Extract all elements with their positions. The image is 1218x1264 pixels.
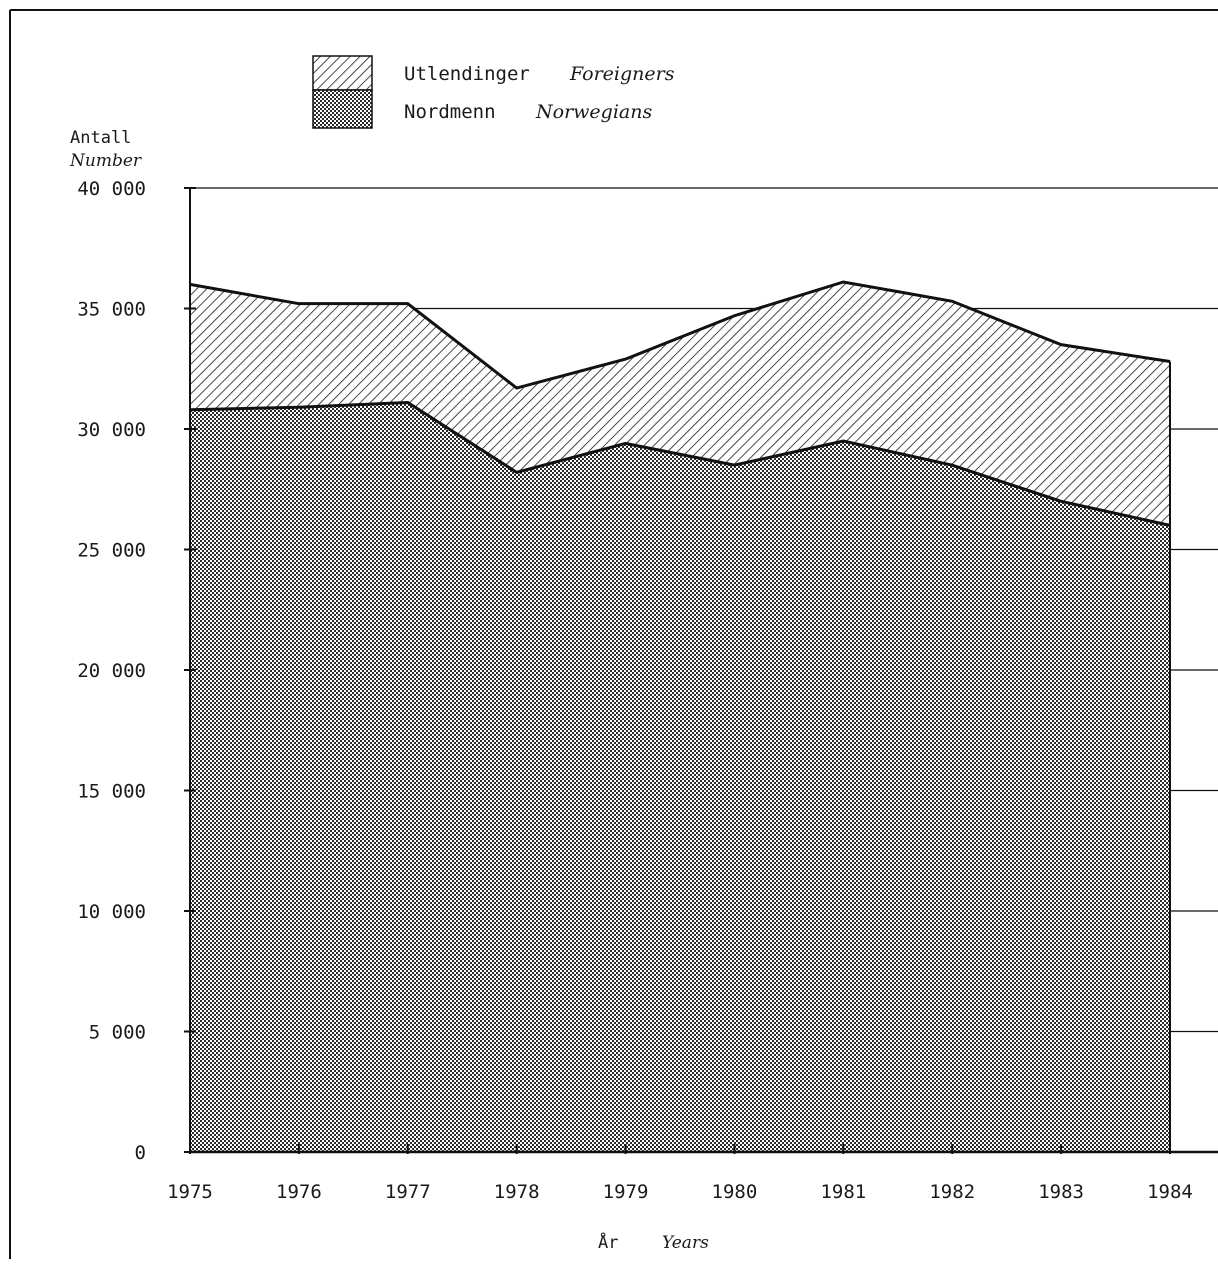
x-tick-label: 1977 bbox=[385, 1181, 431, 1203]
legend-label-foreigners: Utlendinger bbox=[404, 63, 530, 85]
x-tick-label: 1980 bbox=[712, 1181, 758, 1203]
y-tick-label: 35 000 bbox=[77, 299, 146, 321]
line-total-top bbox=[189, 280, 1171, 390]
area-layer bbox=[189, 280, 1171, 1152]
x-tick-label: 1983 bbox=[1038, 1181, 1084, 1203]
legend-swatch-foreigners bbox=[312, 55, 373, 91]
legend-label-norwegians-en: Norwegians bbox=[535, 101, 652, 123]
x-tick-label: 1981 bbox=[820, 1181, 866, 1203]
y-tick-label: 30 000 bbox=[77, 419, 146, 441]
y-axis-title: Antall bbox=[70, 128, 131, 148]
legend: Utlendinger Foreigners Nordmenn Norwegia… bbox=[312, 55, 675, 129]
y-tick-label: 5 000 bbox=[89, 1022, 146, 1044]
axes bbox=[184, 187, 1218, 1154]
x-tick-label: 1984 bbox=[1147, 1181, 1193, 1203]
y-axis-title-en: Number bbox=[69, 151, 142, 171]
legend-label-foreigners-en: Foreigners bbox=[569, 63, 675, 85]
x-tick-label: 1975 bbox=[167, 1181, 213, 1203]
tick-labels: 0 5 000 10 000 15 000 20 000 25 000 30 000 35 0… bbox=[77, 178, 1193, 1203]
y-tick-label: 25 000 bbox=[77, 540, 146, 562]
x-axis-title-en: Years bbox=[662, 1233, 709, 1253]
area-norwegians bbox=[190, 402, 1170, 1152]
y-tick-label: 20 000 bbox=[77, 660, 146, 682]
x-tick-label: 1979 bbox=[603, 1181, 649, 1203]
x-tick-label: 1978 bbox=[494, 1181, 540, 1203]
area-foreigners bbox=[190, 281, 1170, 526]
legend-swatch-norwegians bbox=[312, 89, 373, 129]
x-tick-label: 1982 bbox=[929, 1181, 975, 1203]
y-tick-label: 40 000 bbox=[77, 178, 146, 200]
y-tick-label: 10 000 bbox=[77, 901, 146, 923]
y-tick-label: 0 bbox=[135, 1142, 146, 1164]
legend-label-norwegians: Nordmenn bbox=[404, 101, 496, 123]
x-tick-label: 1976 bbox=[276, 1181, 322, 1203]
x-axis-title: År bbox=[598, 1231, 618, 1253]
y-tick-label: 15 000 bbox=[77, 781, 146, 803]
line-norwegians-top bbox=[189, 400, 1171, 527]
